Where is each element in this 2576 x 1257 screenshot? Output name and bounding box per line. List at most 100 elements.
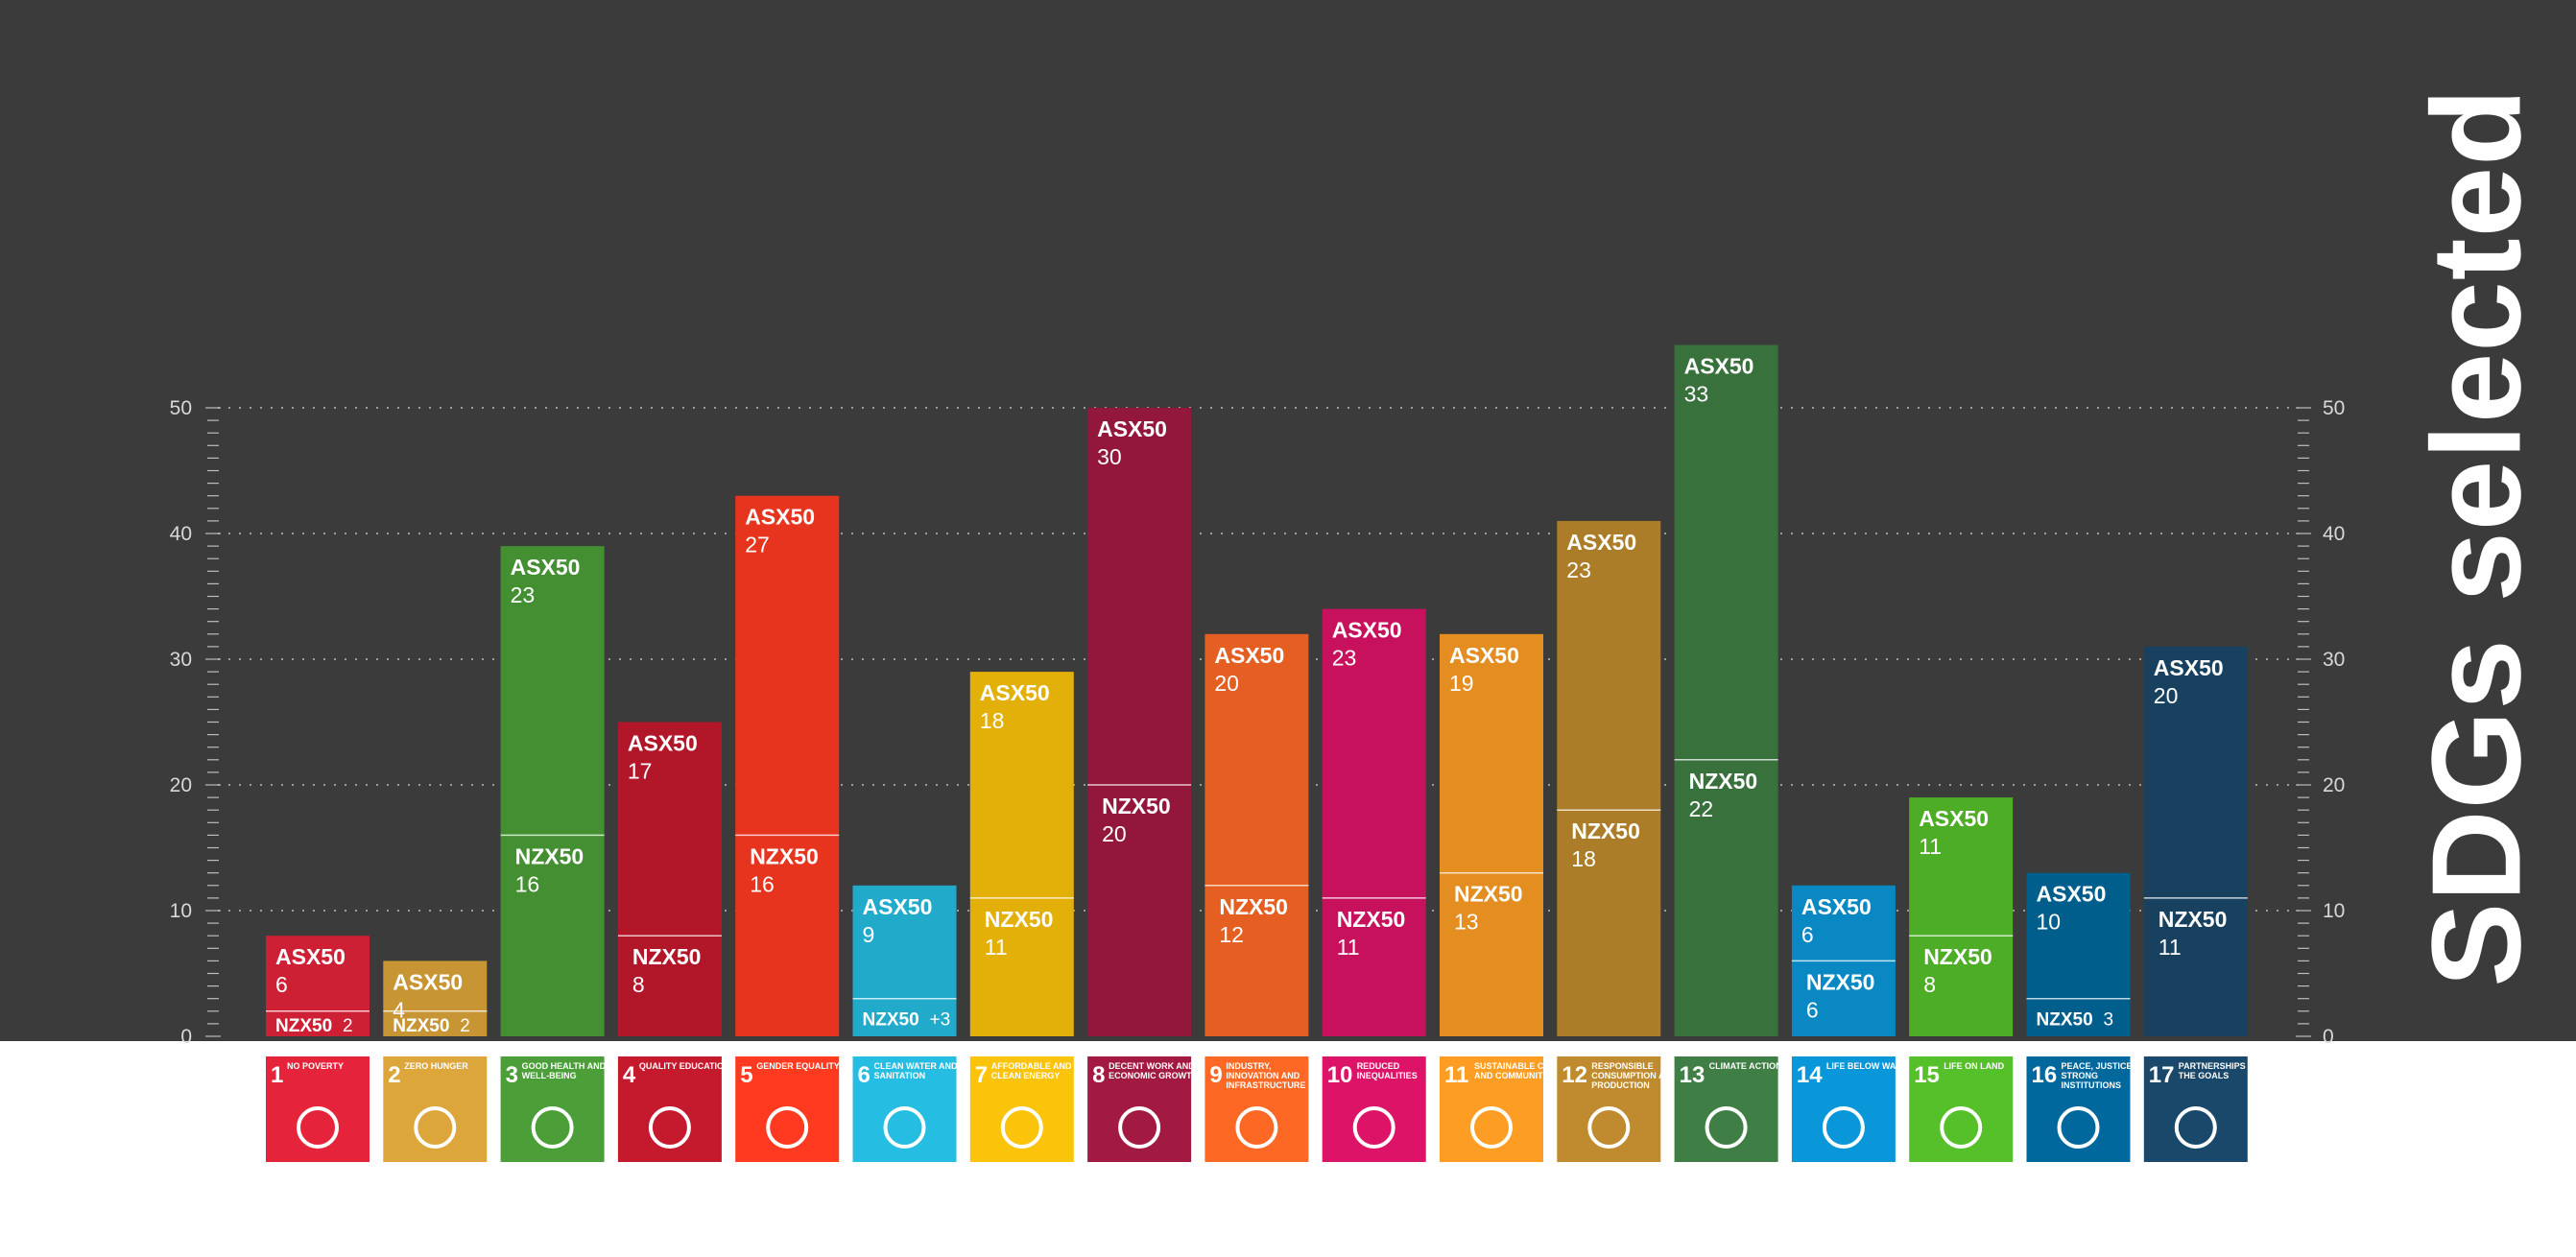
asx-series-label: ASX50	[393, 969, 463, 994]
y-tick-label-left: 30	[170, 649, 192, 671]
asx-value-label: 6	[275, 972, 288, 997]
sdg-tile-label: LIFE ON LAND	[1944, 1061, 2004, 1071]
asx-series-label: ASX50	[1801, 894, 1872, 919]
sdg-goal-icon	[648, 1106, 691, 1149]
sdg-tile-number: 7	[975, 1062, 988, 1088]
sdg-tile-label: AND COMMUNITIES	[1474, 1071, 1557, 1080]
y-tick-label-right: 10	[2323, 900, 2345, 922]
bar-sdg-13	[1674, 344, 1778, 1036]
nzx-value-label: 13	[1454, 910, 1479, 935]
sdg-tile-label: STRONG	[2062, 1071, 2099, 1080]
sdg-goal-icon	[297, 1106, 339, 1149]
sdg-tile-number: 13	[1680, 1062, 1705, 1088]
asx-value-label: 11	[1919, 834, 1942, 859]
sdg-goal-icon	[2057, 1106, 2100, 1149]
nzx-series-label: NZX50	[863, 1009, 919, 1030]
sdg-goal-icon	[766, 1106, 809, 1149]
sdg-tile-label: SUSTAINABLE CITIES	[1474, 1061, 1565, 1071]
nzx-value-label: 20	[1102, 821, 1127, 846]
sdg-tile-label: INDUSTRY,	[1226, 1061, 1271, 1071]
sdg-tile-number: 4	[623, 1062, 636, 1088]
nzx-value-label: 11	[985, 935, 1008, 960]
sdg-tile-number: 17	[2149, 1062, 2175, 1088]
bar-sdg-1	[266, 936, 370, 1036]
nzx-value-label: 8	[632, 972, 645, 997]
nzx-series-label: NZX50	[985, 907, 1054, 932]
sdg-tile-label: THE GOALS	[2179, 1071, 2230, 1080]
nzx-value-label: 22	[1689, 796, 1714, 821]
sdg-goal-icon	[1822, 1106, 1865, 1149]
bar-sdg-16	[2026, 872, 2131, 1036]
sdg-tile-number: 16	[2032, 1062, 2058, 1088]
sdg-tile-number: 5	[740, 1062, 752, 1088]
asx-series-label: ASX50	[745, 505, 815, 530]
sdg-goal-icon	[1587, 1106, 1631, 1149]
asx-value-label: 20	[2154, 683, 2179, 708]
sdg-tile-number: 2	[388, 1062, 400, 1088]
y-tick-label-right: 40	[2323, 523, 2345, 545]
sdg-tile-label: AFFORDABLE AND	[991, 1061, 1072, 1071]
asx-series-label: ASX50	[2154, 655, 2224, 680]
asx-series-label: ASX50	[1919, 806, 1989, 831]
sdg-goal-icon	[1118, 1106, 1161, 1149]
nzx-value-label: 8	[1923, 972, 1936, 997]
asx-value-label: 20	[1214, 671, 1239, 696]
asx-value-label: 9	[863, 922, 875, 947]
y-tick-label-left: 40	[170, 523, 192, 545]
nzx-value-label: 16	[515, 871, 540, 896]
bar-sdg-2	[383, 961, 488, 1036]
nzx-series-label: NZX50	[1689, 769, 1758, 794]
bar-sdg-12	[1557, 520, 1661, 1036]
sdg-tile-number: 15	[1914, 1062, 1940, 1088]
y-tick-label-left: 0	[180, 1026, 192, 1048]
chart-title: SDGs selected	[2405, 87, 2547, 987]
asx-series-label: ASX50	[1684, 354, 1754, 379]
sdg-tile-number: 10	[1327, 1062, 1353, 1088]
sdg-goal-icon	[414, 1106, 457, 1149]
sdg-tile-label: RESPONSIBLE	[1591, 1061, 1654, 1071]
bar-sdg-8	[1087, 408, 1192, 1036]
nzx-series-label: NZX50	[632, 944, 702, 969]
asx-series-label: ASX50	[863, 894, 933, 919]
nzx-series-label: NZX50	[1454, 882, 1523, 907]
asx-value-label: 33	[1684, 382, 1709, 407]
sdg-tile-label: LIFE BELOW WATER	[1826, 1061, 1913, 1071]
nzx-value-label: 2	[460, 1016, 470, 1036]
bar-sdg-7	[969, 672, 1074, 1036]
nzx-value-label: 18	[1571, 846, 1596, 871]
asx-series-label: ASX50	[511, 555, 581, 580]
asx-value-label: 4	[393, 997, 405, 1022]
sdg-tile-number: 6	[858, 1062, 871, 1088]
y-tick-label-right: 20	[2323, 774, 2345, 796]
bar-sdg-17	[2143, 646, 2248, 1036]
sdg-tile-number: 3	[506, 1062, 518, 1088]
asx-value-label: 23	[1332, 646, 1357, 671]
asx-value-label: 27	[745, 533, 770, 557]
sdg-tile-label: PARTNERSHIPS FOR	[2179, 1061, 2267, 1071]
asx-series-label: ASX50	[1214, 643, 1284, 668]
nzx-value-label: 11	[1337, 935, 1360, 960]
asx-series-label: ASX50	[1449, 643, 1519, 668]
sdg-tile-label: DECENT WORK AND	[1109, 1061, 1195, 1071]
nzx-value-label: 2	[343, 1016, 353, 1036]
y-tick-label-right: 50	[2323, 397, 2345, 419]
sdg-tile-label: GENDER EQUALITY	[756, 1061, 840, 1071]
sdg-tile-label: SANITATION	[874, 1071, 926, 1080]
bar-sdg-3	[500, 546, 605, 1036]
sdg-tile-number: 1	[271, 1062, 283, 1088]
y-tick-label-right: 0	[2323, 1026, 2334, 1048]
asx-value-label: 23	[511, 582, 536, 607]
bar-sdg-6	[852, 885, 957, 1036]
nzx-series-label: NZX50	[1923, 944, 1992, 969]
sdg-goal-icon	[2174, 1106, 2217, 1149]
sdg-tile-label: REDUCED	[1357, 1061, 1400, 1071]
sdg-tile-label: WELL-BEING	[522, 1071, 577, 1080]
bar-sdg-4	[617, 722, 722, 1036]
sdg-goal-icon	[883, 1106, 926, 1149]
sdg-tile-label: PEACE, JUSTICE AND	[2062, 1061, 2154, 1071]
asx-value-label: 23	[1566, 557, 1591, 582]
asx-series-label: ASX50	[1566, 530, 1636, 555]
asx-series-label: ASX50	[1097, 416, 1167, 441]
